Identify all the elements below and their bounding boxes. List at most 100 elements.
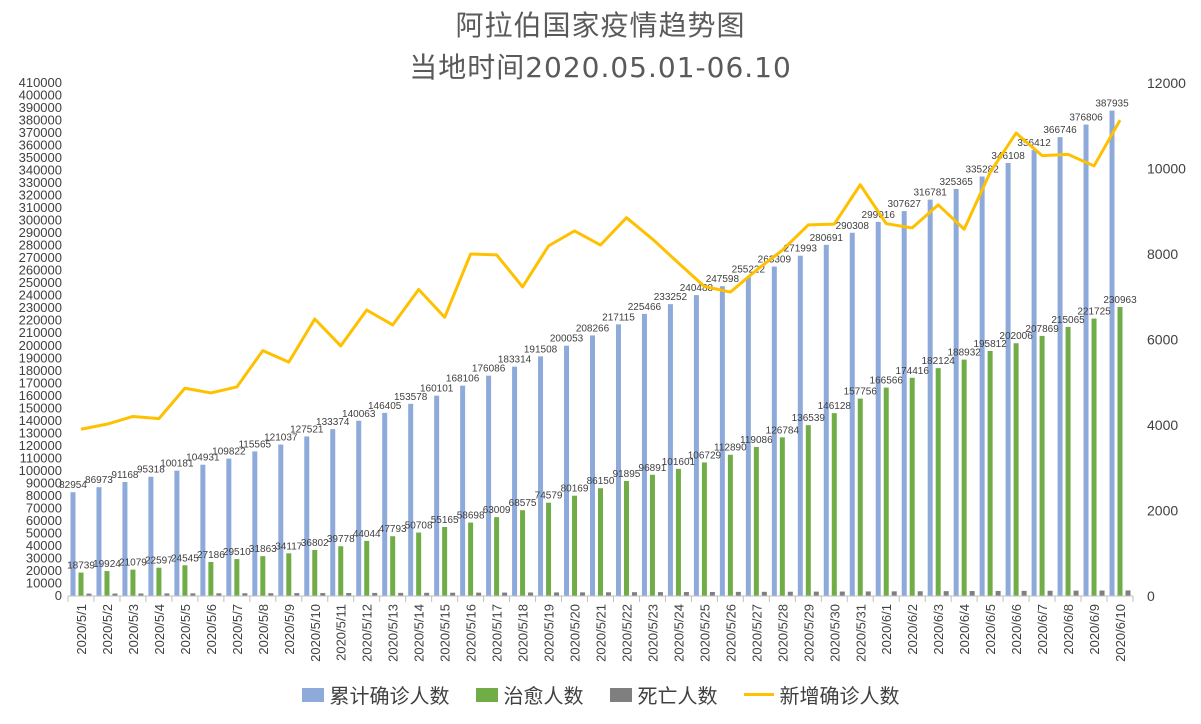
bar-2 (891, 591, 897, 596)
bar-0 (615, 324, 621, 596)
bar-0 (252, 451, 258, 596)
x-tick-label: 2020/5/6 (204, 604, 219, 655)
bar-0 (1109, 110, 1115, 597)
bar-2 (502, 592, 508, 596)
y-right-tick-label: 4000 (1147, 417, 1178, 433)
y-left-tick-label: 340000 (19, 163, 62, 178)
x-tick-label: 2020/5/15 (438, 604, 453, 662)
bar-2 (372, 592, 378, 596)
data-label: 176086 (472, 364, 506, 375)
bar-1 (260, 556, 266, 596)
x-tick-label: 2020/5/12 (360, 604, 375, 662)
y-left-tick-label: 40000 (26, 538, 62, 553)
data-label: 230963 (1103, 295, 1137, 306)
bar-0 (927, 199, 933, 596)
y-left-tick-label: 100000 (19, 463, 62, 478)
y-left-tick-label: 250000 (19, 275, 62, 290)
bar-1 (78, 572, 84, 596)
bar-1 (935, 368, 941, 596)
data-label: 217115 (602, 312, 635, 323)
x-tick-label: 2020/5/27 (749, 604, 764, 662)
x-tick-label: 2020/5/23 (645, 604, 660, 662)
y-left-tick-label: 80000 (26, 488, 62, 503)
bar-2 (657, 592, 663, 596)
data-label: 255222 (732, 265, 766, 276)
data-label: 387935 (1095, 99, 1129, 110)
data-label: 271993 (784, 244, 818, 255)
x-tick-label: 2020/5/4 (152, 604, 167, 655)
bar-1 (805, 425, 811, 596)
data-labels: 8295486973911689531810018110493110982211… (59, 99, 1137, 572)
y-right-tick-label: 8000 (1147, 246, 1178, 262)
data-label: 18739 (67, 561, 95, 572)
bar-0 (96, 487, 102, 596)
bar-2 (476, 592, 482, 596)
bar-1 (130, 569, 136, 596)
data-label: 19924 (93, 559, 121, 570)
y-axis-left: 0100002000030000400005000060000700008000… (19, 75, 62, 603)
y-left-tick-label: 230000 (19, 300, 62, 315)
bar-0 (330, 429, 336, 596)
bar-1 (909, 377, 915, 596)
data-label: 160101 (420, 384, 454, 395)
x-tick-label: 2020/6/7 (1035, 604, 1050, 655)
x-tick-label: 2020/5/21 (594, 604, 609, 662)
x-tick-label: 2020/5/10 (308, 604, 323, 662)
data-label: 140063 (342, 409, 376, 420)
data-label: 233252 (654, 292, 688, 303)
x-tick-label: 2020/5/14 (412, 604, 427, 662)
bar-2 (969, 591, 975, 596)
x-tick-label: 2020/5/17 (490, 604, 505, 662)
bar-2 (190, 593, 196, 596)
bar-0 (771, 266, 777, 596)
line-series (80, 119, 1122, 431)
data-label: 146128 (818, 401, 852, 412)
bar-1 (831, 413, 837, 596)
y-left-tick-label: 310000 (19, 200, 62, 215)
data-label: 36802 (301, 538, 329, 549)
bar-1 (987, 350, 993, 596)
data-label: 115565 (238, 439, 271, 450)
y-left-tick-label: 260000 (19, 263, 62, 278)
data-label: 86150 (587, 476, 615, 487)
bar-1 (442, 526, 448, 596)
data-label: 191508 (524, 344, 558, 355)
x-tick-label: 2020/5/30 (827, 604, 842, 662)
bar-2 (294, 593, 300, 596)
bar-0 (745, 276, 751, 596)
x-tick-label: 2020/6/5 (983, 604, 998, 655)
data-label: 34117 (275, 541, 303, 552)
data-label: 109822 (212, 447, 246, 458)
bar-0 (590, 335, 595, 596)
y-left-tick-label: 70000 (26, 500, 62, 515)
bar-0 (797, 255, 803, 596)
bar-0 (719, 286, 725, 596)
data-label: 39778 (327, 534, 355, 545)
bar-2 (606, 592, 611, 596)
bar-2 (1125, 590, 1131, 596)
bar-0 (953, 188, 959, 596)
data-label: 263309 (758, 255, 792, 266)
y-left-tick-label: 220000 (19, 313, 62, 328)
data-label: 183314 (498, 355, 532, 366)
bar-2 (424, 592, 430, 596)
x-tick-label: 2020/5/28 (775, 604, 790, 662)
bar-0 (1005, 162, 1011, 596)
x-tick-label: 2020/5/22 (619, 604, 634, 662)
bar-0 (408, 403, 414, 596)
data-label: 290308 (836, 221, 870, 232)
data-label: 44044 (353, 529, 381, 540)
bar-2 (943, 591, 949, 596)
bar-2 (580, 592, 586, 596)
bar-0 (693, 295, 699, 596)
bar-0 (538, 356, 544, 596)
data-label: 153578 (394, 392, 428, 403)
y-left-tick-label: 180000 (19, 363, 62, 378)
x-tick-label: 2020/6/2 (905, 604, 920, 655)
data-label: 82954 (59, 480, 87, 491)
bar-2 (787, 591, 793, 596)
legend-item-new: 新增确诊人数 (743, 680, 900, 709)
bar-2 (1021, 590, 1027, 596)
bar-0 (849, 232, 855, 596)
bar-2 (761, 591, 767, 596)
